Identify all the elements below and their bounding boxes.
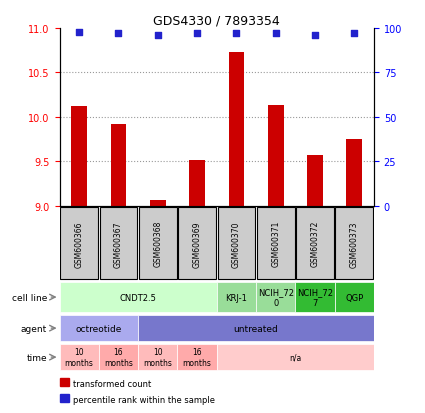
Bar <box>189 160 205 206</box>
Text: time: time <box>26 353 47 362</box>
Text: 10
months: 10 months <box>143 348 172 367</box>
Bar <box>217 282 256 312</box>
Bar <box>335 282 374 312</box>
FancyBboxPatch shape <box>218 208 255 279</box>
FancyBboxPatch shape <box>335 208 373 279</box>
Bar <box>71 107 87 206</box>
Point <box>194 31 201 38</box>
Point <box>154 33 161 39</box>
FancyBboxPatch shape <box>296 208 334 279</box>
Point <box>233 31 240 38</box>
Bar <box>150 200 166 206</box>
FancyBboxPatch shape <box>257 208 295 279</box>
Text: GSM600373: GSM600373 <box>350 221 359 267</box>
Text: NCIH_72
7: NCIH_72 7 <box>297 288 333 307</box>
Point <box>115 31 122 38</box>
Text: n/a: n/a <box>289 353 301 362</box>
Bar <box>346 140 362 206</box>
Text: octreotide: octreotide <box>76 324 122 333</box>
FancyBboxPatch shape <box>60 208 98 279</box>
Bar <box>178 344 217 370</box>
Bar <box>295 282 335 312</box>
Text: GSM600371: GSM600371 <box>271 221 280 267</box>
FancyBboxPatch shape <box>178 208 216 279</box>
Bar <box>229 53 244 206</box>
Text: untreated: untreated <box>234 324 278 333</box>
Point <box>351 31 358 38</box>
Title: GDS4330 / 7893354: GDS4330 / 7893354 <box>153 15 280 28</box>
Text: GSM600372: GSM600372 <box>311 221 320 267</box>
FancyBboxPatch shape <box>139 208 177 279</box>
FancyBboxPatch shape <box>99 208 137 279</box>
Text: 10
months: 10 months <box>65 348 94 367</box>
Point <box>272 31 279 38</box>
Bar <box>217 344 374 370</box>
Text: cell line: cell line <box>11 293 47 302</box>
Text: CNDT2.5: CNDT2.5 <box>120 293 156 302</box>
Text: agent: agent <box>21 324 47 333</box>
Bar <box>138 344 178 370</box>
Bar <box>256 282 295 312</box>
Bar <box>138 316 374 341</box>
Text: GSM600370: GSM600370 <box>232 221 241 267</box>
Text: 16
months: 16 months <box>183 348 212 367</box>
Text: QGP: QGP <box>345 293 363 302</box>
Text: transformed count: transformed count <box>73 379 151 388</box>
Bar <box>99 344 138 370</box>
Bar <box>268 105 283 206</box>
Text: percentile rank within the sample: percentile rank within the sample <box>73 395 215 404</box>
Point <box>312 33 318 39</box>
Bar <box>60 316 138 341</box>
Text: GSM600366: GSM600366 <box>75 221 84 267</box>
Point <box>76 29 82 36</box>
Bar <box>60 344 99 370</box>
Text: 16
months: 16 months <box>104 348 133 367</box>
Text: GSM600369: GSM600369 <box>193 221 201 267</box>
Text: GSM600367: GSM600367 <box>114 221 123 267</box>
Text: KRJ-1: KRJ-1 <box>226 293 247 302</box>
Bar <box>307 156 323 206</box>
Bar <box>110 125 126 206</box>
Text: GSM600368: GSM600368 <box>153 221 162 267</box>
Bar <box>60 282 217 312</box>
Text: NCIH_72
0: NCIH_72 0 <box>258 288 294 307</box>
